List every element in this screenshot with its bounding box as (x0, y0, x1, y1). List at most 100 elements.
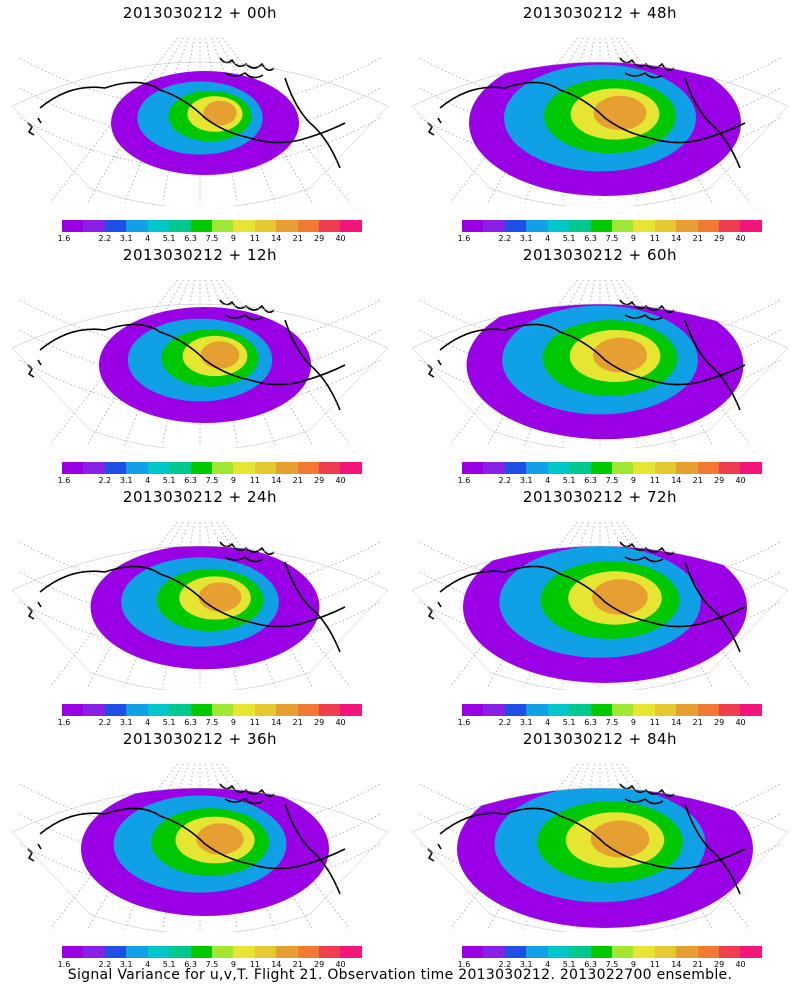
variance-field (81, 788, 329, 916)
colorbar-swatch (633, 220, 655, 232)
colorbar-swatch (276, 462, 298, 474)
colorbar (62, 220, 362, 232)
colorbar-tick-label: 6.3 (184, 960, 197, 969)
colorbar (62, 704, 362, 716)
colorbar-swatch (569, 704, 591, 716)
colorbar-swatch (526, 946, 548, 958)
colorbar-tick-label: 2.2 (98, 234, 112, 243)
colorbar (62, 946, 362, 958)
colorbar-tick-label: 21 (292, 476, 303, 485)
colorbar (462, 946, 762, 958)
colorbar-swatch (104, 220, 127, 232)
colorbar-swatch (233, 220, 255, 232)
colorbar-tick-label: 9 (630, 234, 636, 243)
colorbar-tick-label: 21 (692, 718, 703, 727)
colorbar-tick-label: 14 (271, 718, 282, 727)
colorbar-swatch (276, 220, 298, 232)
colorbar-tick-label: 1.6 (457, 718, 471, 727)
colorbar-tick-label: 4 (545, 718, 551, 727)
colorbar-tick-label: 9 (630, 476, 636, 485)
colorbar-swatch (569, 462, 591, 474)
colorbar-tick-label: 14 (671, 960, 682, 969)
colorbar-tick-label: 6.3 (584, 476, 597, 485)
variance-field (111, 71, 299, 175)
colorbar-swatch (83, 704, 105, 716)
colorbar-tick-label: 21 (292, 960, 303, 969)
colorbar-tick-label: 5.1 (162, 476, 176, 485)
colorbar-swatch (633, 462, 655, 474)
colorbar-swatch (211, 704, 234, 716)
colorbar-swatch (276, 704, 298, 716)
colorbar-tick-label: 3.1 (119, 718, 133, 727)
coastlines (27, 57, 346, 169)
colorbar-tick-label: 5.1 (562, 234, 576, 243)
colorbar-tick-label: 3.1 (119, 476, 133, 485)
colorbar-tick-label: 21 (292, 718, 303, 727)
map-panel-p24: 2013030212 + 24h 1.6 2.2 3.1 4 5.1 6.3 7.5 9 11 14… (0, 484, 400, 727)
panel-title: 2013030212 + 60h (522, 246, 678, 264)
colorbar-tick-label: 40 (335, 476, 346, 485)
colorbar-swatch (697, 220, 720, 232)
colorbar-swatch (340, 946, 362, 958)
panel-title: 2013030212 + 72h (522, 488, 678, 506)
colorbar (462, 704, 762, 716)
coastlines (427, 783, 746, 895)
colorbar-swatch (147, 946, 170, 958)
colorbar-tick-label: 9 (230, 476, 236, 485)
colorbar-tick-label: 6.3 (584, 718, 597, 727)
colorbar-labels: 1.6 2.2 3.1 4 5.1 6.3 7.5 9 11 14 21 29 40 (58, 476, 362, 488)
colorbar-tick-label: 2.2 (498, 718, 512, 727)
colorbar-tick-label: 11 (649, 234, 660, 243)
colorbar-tick-label: 4 (545, 476, 551, 485)
colorbar-tick-label: 6.3 (584, 960, 597, 969)
colorbar-swatch (719, 462, 741, 474)
colorbar-tick-label: 29 (314, 234, 325, 243)
colorbar-labels: 1.6 2.2 3.1 4 5.1 6.3 7.5 9 11 14 21 29 40 (58, 960, 362, 972)
variance-field (457, 788, 753, 928)
colorbar-swatch (462, 704, 484, 716)
colorbar-swatch (297, 704, 320, 716)
colorbar-swatch (740, 704, 762, 716)
colorbar-swatch (676, 462, 698, 474)
colorbar-tick-label: 7.5 (205, 960, 219, 969)
colorbar-tick-label: 3.1 (519, 234, 533, 243)
colorbar-swatch (462, 946, 484, 958)
colorbar-tick-label: 29 (314, 960, 325, 969)
colorbar-swatch (697, 704, 720, 716)
colorbar-swatch (211, 220, 234, 232)
colorbar-tick-label: 7.5 (605, 718, 619, 727)
colorbar-tick-label: 7.5 (605, 476, 619, 485)
colorbar-swatch (611, 220, 634, 232)
colorbar-swatch (654, 704, 677, 716)
colorbar-swatch (254, 946, 277, 958)
colorbar-tick-label: 5.1 (162, 960, 176, 969)
colorbar-swatch (676, 704, 698, 716)
colorbar-tick-label: 4 (545, 234, 551, 243)
colorbar-swatch (297, 220, 320, 232)
colorbar-tick-label: 4 (145, 234, 151, 243)
panel-title: 2013030212 + 12h (122, 246, 278, 264)
colorbar-tick-label: 14 (271, 476, 282, 485)
coastlines (27, 299, 346, 411)
colorbar-tick-label: 11 (649, 476, 660, 485)
colorbar-tick-label: 40 (735, 960, 746, 969)
colorbar-swatch (190, 462, 212, 474)
colorbar-tick-label: 5.1 (162, 718, 176, 727)
colorbar-swatch (611, 462, 634, 474)
colorbar-tick-label: 40 (335, 234, 346, 243)
colorbar-swatch (719, 946, 741, 958)
colorbar-swatch (483, 462, 505, 474)
coastlines (427, 299, 746, 411)
colorbar-swatch (590, 704, 612, 716)
colorbar-labels: 1.6 2.2 3.1 4 5.1 6.3 7.5 9 11 14 21 29 40 (58, 234, 362, 246)
colorbar-swatch (126, 704, 148, 716)
figure-caption: Signal Variance for u,v,T. Flight 21. Ob… (67, 967, 733, 983)
colorbar-swatch (276, 946, 298, 958)
colorbar-labels: 1.6 2.2 3.1 4 5.1 6.3 7.5 9 11 14 21 29 40 (458, 718, 762, 730)
colorbar-swatch (190, 946, 212, 958)
colorbar-swatch (590, 462, 612, 474)
colorbar-tick-label: 40 (735, 718, 746, 727)
colorbar-tick-label: 2.2 (98, 718, 112, 727)
colorbar-swatch (340, 462, 362, 474)
colorbar-tick-label: 2.2 (498, 960, 512, 969)
